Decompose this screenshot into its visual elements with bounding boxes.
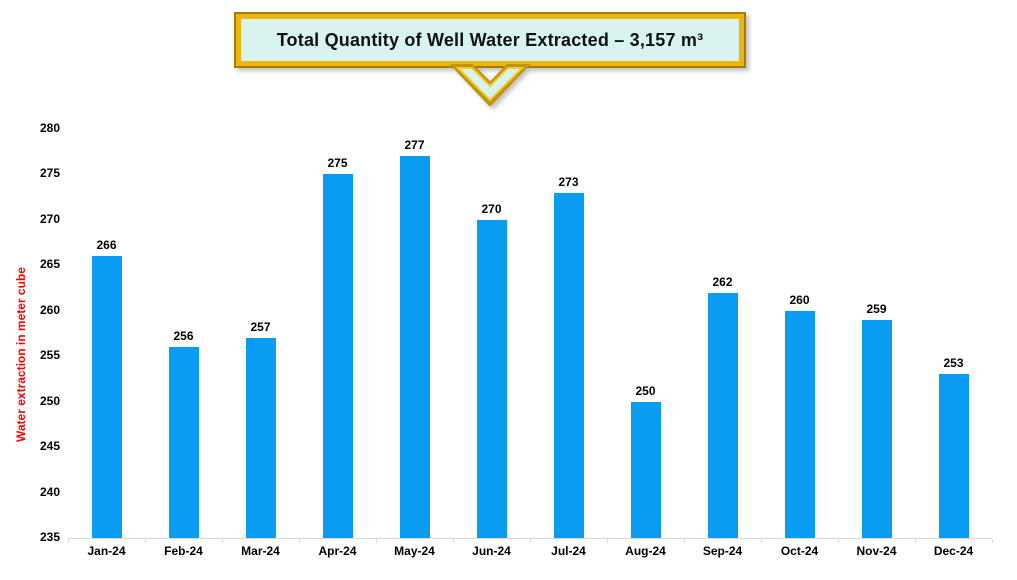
x-axis-category-label: Jun-24	[472, 544, 511, 558]
bar-value-label: 259	[866, 301, 887, 316]
x-axis-tick-mark	[145, 539, 146, 543]
bar-value-label: 262	[712, 274, 733, 289]
y-axis-tick-label: 235	[39, 530, 60, 544]
callout-down-arrow-icon	[449, 64, 531, 106]
bar-value-label: 257	[250, 320, 271, 335]
y-axis-tick-label: 275	[39, 166, 60, 181]
x-axis-category-label: Jul-24	[551, 544, 586, 558]
y-axis-tick-label: 250	[39, 393, 60, 408]
x-axis-category-label: Oct-24	[780, 544, 819, 558]
x-axis-category-label: Sep-24	[702, 544, 743, 558]
y-axis-tick-label: 245	[39, 439, 60, 454]
x-axis-line	[68, 538, 992, 539]
bar-value-label: 256	[173, 329, 194, 344]
y-axis-tick-label: 260	[39, 302, 60, 317]
x-axis-tick-mark	[376, 539, 377, 543]
x-axis-category-label: Dec-24	[933, 544, 974, 558]
x-axis-tick-mark	[68, 539, 69, 543]
bar-Jan-24	[91, 256, 122, 538]
bar-Oct-24	[784, 310, 815, 538]
x-axis-category-label: Jan-24	[87, 544, 126, 558]
bar-value-label: 253	[943, 356, 964, 371]
x-axis-tick-mark	[530, 539, 531, 543]
chart-title: Total Quantity of Well Water Extracted –…	[276, 29, 704, 50]
bar-Nov-24	[861, 319, 892, 538]
x-axis-category-label: Apr-24	[318, 544, 357, 558]
bar-May-24	[399, 156, 430, 538]
bar-Feb-24	[168, 347, 199, 538]
x-axis-tick-mark	[838, 539, 839, 543]
x-axis-tick-mark	[684, 539, 685, 543]
bar-value-label: 275	[327, 156, 348, 171]
bar-value-label: 277	[404, 138, 425, 153]
bar-Mar-24	[245, 338, 276, 538]
bar-value-label: 260	[789, 292, 810, 307]
y-axis-tick-label: 265	[39, 257, 60, 272]
bar-Dec-24	[938, 374, 969, 538]
bar-value-label: 250	[635, 383, 656, 398]
bar-Apr-24	[322, 174, 353, 538]
bar-Sep-24	[707, 292, 738, 538]
x-axis-category-label: May-24	[394, 544, 435, 558]
x-axis-category-label: Mar-24	[241, 544, 280, 558]
bar-Jun-24	[476, 219, 507, 538]
bar-Aug-24	[630, 401, 661, 538]
x-axis-category-label: Feb-24	[164, 544, 203, 558]
x-axis-tick-mark	[607, 539, 608, 543]
title-callout-box: Total Quantity of Well Water Extracted –…	[236, 14, 744, 66]
y-axis-tick-label: 240	[39, 484, 60, 499]
x-axis-tick-mark	[761, 539, 762, 543]
x-axis-tick-mark	[453, 539, 454, 543]
x-axis-category-label: Nov-24	[856, 544, 897, 558]
title-callout: Total Quantity of Well Water Extracted –…	[236, 14, 744, 106]
bar-value-label: 273	[558, 174, 579, 189]
bar-Jul-24	[553, 192, 584, 538]
bar-value-label: 270	[481, 201, 502, 216]
y-axis-tick-label: 270	[39, 211, 60, 226]
x-axis-tick-mark	[222, 539, 223, 543]
bar-value-label: 266	[96, 238, 117, 253]
x-axis-tick-mark	[299, 539, 300, 543]
x-axis-tick-mark	[992, 539, 993, 543]
x-axis-tick-mark	[915, 539, 916, 543]
x-axis-category-label: Aug-24	[625, 544, 666, 558]
y-axis-tick-label: 255	[39, 348, 60, 363]
y-axis-tick-label: 280	[39, 121, 60, 135]
